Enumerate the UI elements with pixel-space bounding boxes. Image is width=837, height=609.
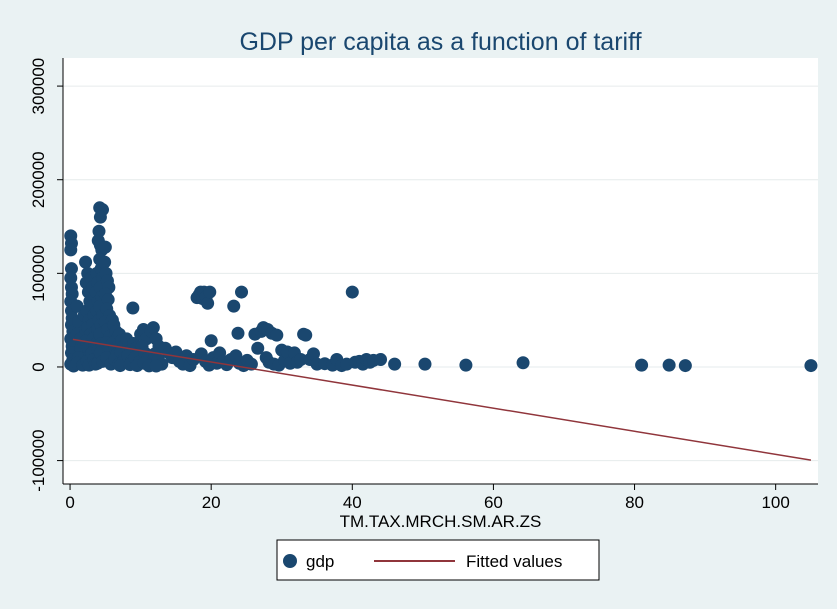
data-point <box>374 352 388 366</box>
x-tick-label: 20 <box>202 493 221 512</box>
data-point <box>93 210 107 224</box>
data-point <box>251 341 265 355</box>
chart-title: GDP per capita as a function of tariff <box>239 28 641 56</box>
y-tick-label: 200000 <box>29 151 48 208</box>
legend-marker-gdp <box>283 554 297 568</box>
data-point <box>388 357 402 371</box>
y-tick-label: 300000 <box>29 58 48 115</box>
x-tick-label: 60 <box>484 493 503 512</box>
data-point <box>204 334 218 348</box>
data-point <box>459 358 473 372</box>
data-point <box>235 285 249 299</box>
legend: gdp Fitted values <box>276 539 600 581</box>
fitted-line-layer <box>72 338 812 461</box>
data-point <box>203 285 217 299</box>
data-point <box>146 321 160 335</box>
x-tick-label: 100 <box>761 493 789 512</box>
data-point <box>662 358 676 372</box>
y-tick-label: 100000 <box>29 245 48 302</box>
data-point <box>98 240 112 254</box>
legend-label-fitted-values: Fitted values <box>466 552 562 571</box>
data-point <box>418 357 432 371</box>
data-point <box>149 359 163 373</box>
data-point <box>98 255 112 269</box>
y-tick-label: -100000 <box>29 429 48 491</box>
data-point <box>113 359 127 373</box>
data-point <box>126 301 140 315</box>
data-point <box>227 299 241 313</box>
x-tick-label: 80 <box>625 493 644 512</box>
data-point <box>635 358 649 372</box>
data-point <box>294 352 308 366</box>
axes: 0 20 40 60 80 100 -100000 0 100000 200000 300000 <box>29 58 818 512</box>
data-point <box>306 347 320 361</box>
data-point <box>804 359 818 373</box>
data-point <box>201 296 215 310</box>
x-tick-label: 40 <box>343 493 362 512</box>
data-point <box>70 299 84 313</box>
plot-area <box>63 58 818 484</box>
data-point <box>231 326 245 340</box>
data-point <box>64 271 78 285</box>
data-point <box>64 262 78 276</box>
fitted-values-line <box>72 338 812 461</box>
scatter-points <box>64 201 818 373</box>
data-point <box>270 328 284 342</box>
data-point <box>92 224 106 238</box>
x-axis-title: TM.TAX.MRCH.SM.AR.ZS <box>340 512 542 531</box>
data-point <box>678 359 692 373</box>
data-point <box>299 328 313 342</box>
x-tick-label: 0 <box>65 493 74 512</box>
data-point <box>345 285 359 299</box>
data-point <box>64 243 78 257</box>
data-point <box>79 255 93 269</box>
y-tick-label: 0 <box>29 362 48 371</box>
legend-label-gdp: gdp <box>306 552 334 571</box>
data-point <box>516 356 530 370</box>
